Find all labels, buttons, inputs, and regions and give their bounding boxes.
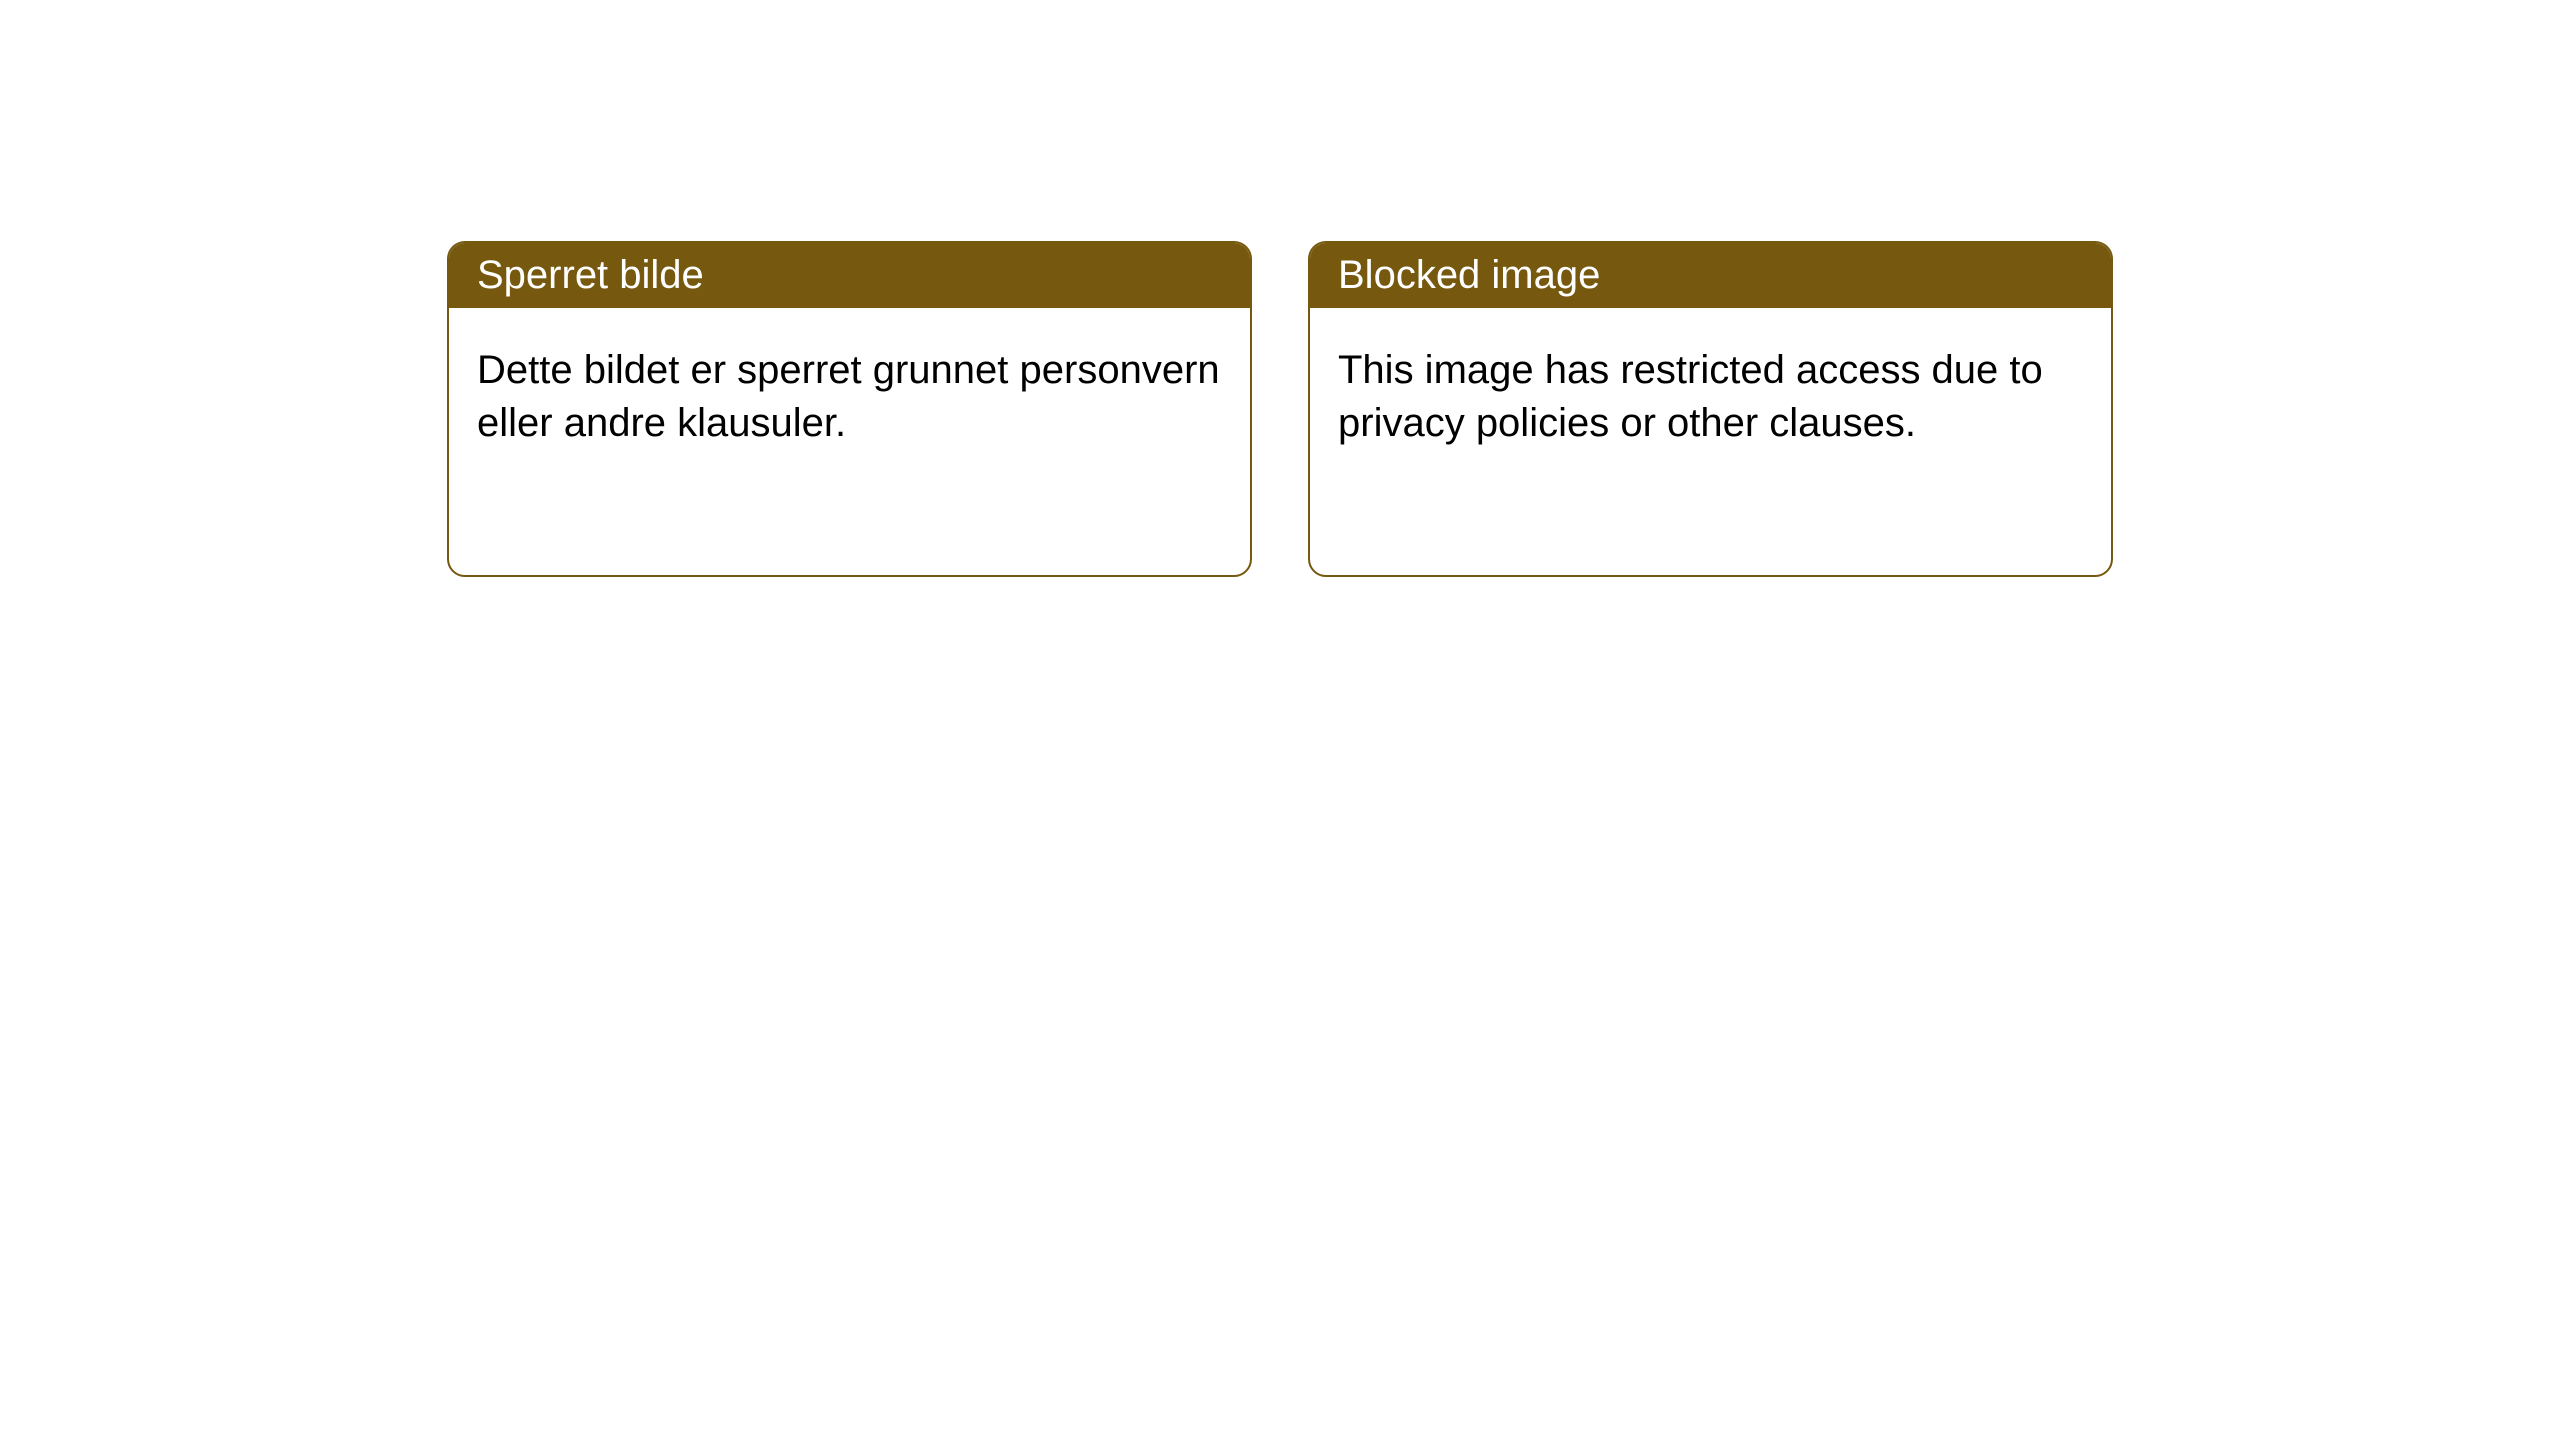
- card-body-text: Dette bildet er sperret grunnet personve…: [477, 348, 1220, 445]
- card-body-text: This image has restricted access due to …: [1338, 348, 2043, 445]
- blocked-image-card-english: Blocked image This image has restricted …: [1308, 241, 2113, 577]
- card-title: Blocked image: [1338, 253, 1600, 297]
- card-body: This image has restricted access due to …: [1310, 308, 2111, 486]
- card-title: Sperret bilde: [477, 253, 704, 297]
- blocked-image-card-norwegian: Sperret bilde Dette bildet er sperret gr…: [447, 241, 1252, 577]
- card-body: Dette bildet er sperret grunnet personve…: [449, 308, 1250, 486]
- card-header: Sperret bilde: [449, 243, 1250, 308]
- cards-container: Sperret bilde Dette bildet er sperret gr…: [0, 0, 2560, 577]
- card-header: Blocked image: [1310, 243, 2111, 308]
